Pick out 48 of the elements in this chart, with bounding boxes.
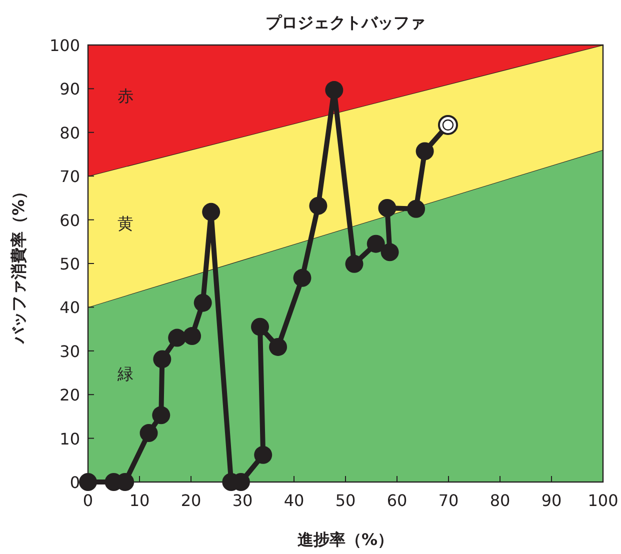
x-tick-label: 10	[129, 491, 150, 510]
x-axis-title: 進捗率（%）	[296, 530, 394, 549]
x-tick-label: 0	[82, 491, 94, 510]
point	[293, 268, 312, 287]
x-tick-label: 20	[180, 491, 202, 510]
point	[194, 294, 212, 312]
point	[269, 338, 288, 356]
y-axis-title: バッファ消費率（%）	[9, 183, 28, 345]
point	[380, 243, 399, 262]
y-tick-label: 90	[60, 80, 80, 99]
y-tick-label: 40	[60, 298, 80, 318]
point	[79, 473, 97, 491]
y-tick-label: 100	[49, 36, 80, 55]
y-tick-label: 0	[70, 473, 80, 492]
point	[416, 142, 434, 160]
point	[325, 81, 344, 100]
series-label: 黄	[118, 214, 134, 233]
y-tick-label: 80	[60, 123, 80, 142]
x-tick-label: 90	[541, 491, 562, 510]
point	[378, 199, 396, 217]
point	[309, 196, 328, 215]
y-tick-label: 10	[60, 429, 80, 448]
x-tick-label: 70	[438, 491, 459, 510]
x-tick-label: 100	[588, 491, 618, 510]
point	[140, 424, 158, 442]
point	[168, 328, 186, 347]
point	[254, 446, 272, 464]
x-tick-label: 60	[386, 491, 408, 510]
y-tick-label: 30	[60, 342, 80, 361]
point	[251, 318, 270, 336]
x-tick-label: 80	[490, 491, 510, 510]
x-tick-label: 30	[232, 491, 253, 510]
y-tick-label: 60	[60, 210, 80, 230]
point	[366, 234, 385, 253]
y-tick-label: 50	[60, 254, 80, 274]
chart-title: プロジェクトバッファ	[266, 13, 426, 32]
point	[202, 202, 220, 221]
point	[407, 200, 426, 218]
point	[183, 327, 202, 346]
x-tick-label: 50	[335, 491, 356, 510]
y-tick-label: 20	[60, 386, 80, 405]
series-label: 赤	[118, 86, 134, 106]
x-tick-label: 40	[284, 491, 304, 510]
y-tick-label: 70	[60, 167, 80, 186]
point	[152, 406, 170, 424]
point	[345, 254, 364, 273]
series-label: 緑	[116, 364, 134, 384]
point	[153, 350, 172, 368]
